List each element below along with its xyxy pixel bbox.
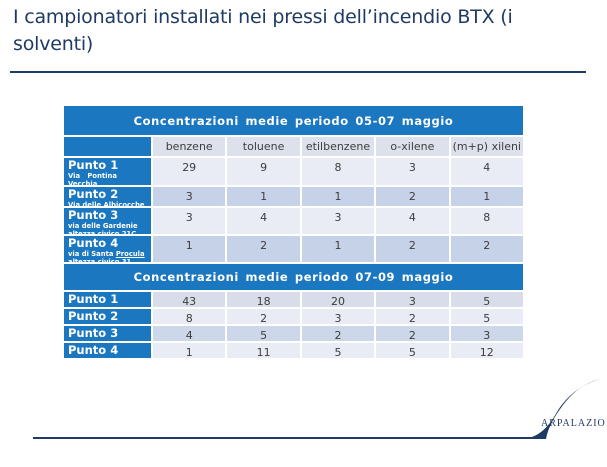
row-label-title: Punto 3 <box>68 208 119 222</box>
table2-row-label-punto-4: Punto 4 <box>64 343 151 358</box>
table-cell: 1 <box>227 187 300 206</box>
address-prefix: via di Santa <box>68 250 114 258</box>
row-label-address-line1: Via delle Albicocche <box>68 201 145 206</box>
table2-row-label-punto-3: Punto 3 <box>64 326 151 341</box>
row-label-address-line1: via di Santa Procula <box>68 250 147 258</box>
row-label-address-line2: altezza civico 31 <box>68 258 132 262</box>
table-cell: 1 <box>153 236 226 262</box>
row-label-address-line1: Via Pontina Vecchia <box>68 172 117 185</box>
row-label-title: Punto 4 <box>68 236 119 250</box>
table-cell: 2 <box>376 326 449 342</box>
table-cell: 18 <box>227 292 300 308</box>
table-cell: 3 <box>153 208 226 234</box>
row-label-title: Punto 1 <box>68 292 119 306</box>
table1-row-label-punto-4: Punto 4 via di Santa Procula altezza civ… <box>64 236 151 262</box>
column-header-toluene: toluene <box>227 137 300 156</box>
table-cell: 4 <box>153 326 226 342</box>
table-cell: 2 <box>227 309 300 325</box>
row-label-title: Punto 2 <box>68 309 119 323</box>
table-cell: 5 <box>301 343 375 359</box>
table1-title: Concentrazioni medie periodo 05-07 maggi… <box>64 106 523 135</box>
table-cell: 3 <box>450 326 523 342</box>
table-cell: 3 <box>301 208 375 234</box>
row-label-address-line2: altezza civico 21C <box>68 230 137 234</box>
concentration-tables: Concentrazioni medie periodo 05-07 maggi… <box>64 106 523 359</box>
table-cell: 1 <box>301 236 375 262</box>
table-cell: 5 <box>450 309 523 325</box>
column-header-benzene: benzene <box>153 137 226 156</box>
table-cell: 4 <box>227 208 300 234</box>
table-cell: 43 <box>153 292 226 308</box>
table-cell: 1 <box>301 187 375 206</box>
table-cell: 2 <box>376 187 449 206</box>
table-cell: 12 <box>450 343 523 359</box>
row-label-address-line1: via delle Gardenie <box>68 222 138 230</box>
table1-row-label-punto-1: Punto 1 Via Pontina Vecchia km 33,38 <box>64 158 151 185</box>
table-cell: 2 <box>450 236 523 262</box>
table1-row-label-punto-3: Punto 3 via delle Gardenie altezza civic… <box>64 208 151 234</box>
column-header-o-xilene: o-xilene <box>376 137 449 156</box>
table-cell: 5 <box>450 292 523 308</box>
table2-title: Concentrazioni medie periodo 07-09 maggi… <box>64 264 523 290</box>
footer-divider-line <box>33 437 536 439</box>
table-cell: 2 <box>376 309 449 325</box>
table-cell: 2 <box>227 236 300 262</box>
column-header-mp-xileni: (m+p) xileni <box>450 137 523 156</box>
address-underlined-word: Procula <box>115 250 145 258</box>
table-cell: 4 <box>376 208 449 234</box>
table-cell: 4 <box>450 158 523 185</box>
table-cell: 1 <box>450 187 523 206</box>
table-cell: 20 <box>301 292 375 308</box>
table-cell: 9 <box>227 158 300 185</box>
table-cell: 8 <box>301 158 375 185</box>
title-divider-line <box>10 71 586 73</box>
table-cell: 5 <box>376 343 449 359</box>
column-header-etilbenzene: etilbenzene <box>301 137 375 156</box>
table-cell: 8 <box>450 208 523 234</box>
table2-row-label-punto-2: Punto 2 <box>64 309 151 324</box>
arpalazio-swoosh-icon <box>522 379 600 439</box>
table-cell: 3 <box>376 158 449 185</box>
table2-row-label-punto-1: Punto 1 <box>64 292 151 307</box>
table-cell: 11 <box>227 343 300 359</box>
table-cell: 3 <box>376 292 449 308</box>
table-cell: 8 <box>153 309 226 325</box>
row-label-title: Punto 4 <box>68 343 119 357</box>
table1-row-label-punto-2: Punto 2 Via delle Albicocche <box>64 187 151 206</box>
row-label-title: Punto 3 <box>68 326 119 340</box>
table-cell: 2 <box>376 236 449 262</box>
row-label-title: Punto 1 <box>68 158 119 172</box>
table-cell: 3 <box>153 187 226 206</box>
table-cell: 5 <box>227 326 300 342</box>
table-cell: 1 <box>153 343 226 359</box>
table-cell: 29 <box>153 158 226 185</box>
arpalazio-logo-text: ARPALAZIO <box>541 418 606 429</box>
table-cell: 2 <box>301 326 375 342</box>
table-cell: 3 <box>301 309 375 325</box>
row-label-title: Punto 2 <box>68 187 119 201</box>
slide-title: I campionatori installati nei pressi del… <box>13 6 513 55</box>
table1-corner-cell <box>64 137 151 156</box>
